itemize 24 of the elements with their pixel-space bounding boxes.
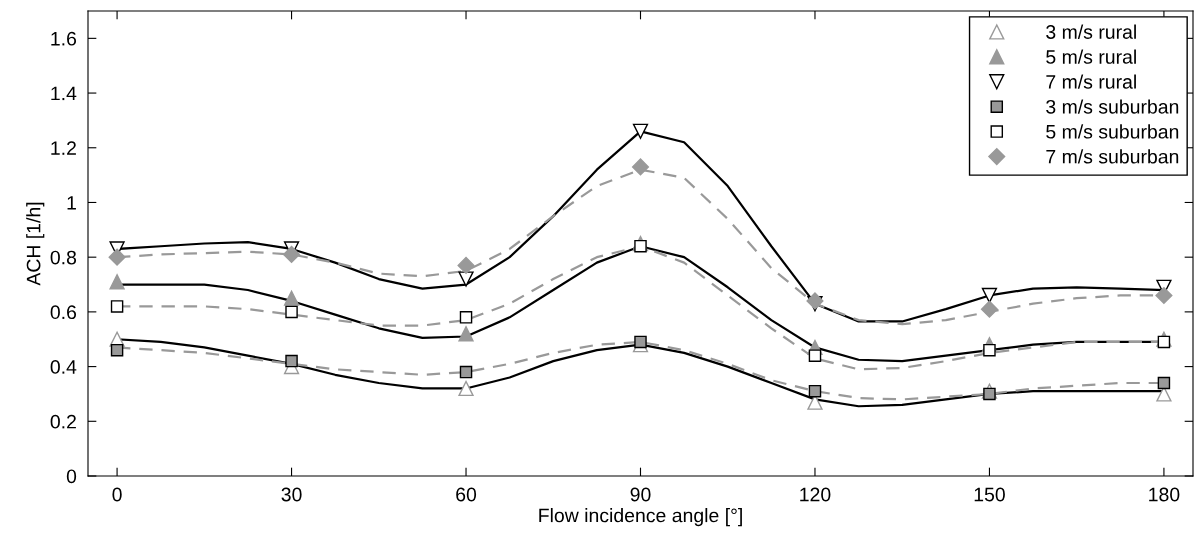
- legend-label: 3 m/s rural: [1046, 24, 1136, 39]
- x-tick-label: 30: [281, 487, 302, 502]
- x-tick-label: 150: [974, 487, 1005, 502]
- x-tick-label: 60: [456, 487, 477, 502]
- y-tick-label: 1: [67, 196, 76, 210]
- x-tick-label: 0: [112, 487, 122, 502]
- y-tick-label: 0: [66, 469, 77, 484]
- y-tick-label: 0.4: [50, 360, 77, 374]
- y-tick-label: 1.2: [51, 141, 76, 155]
- x-tick-label: 120: [800, 487, 831, 502]
- y-tick-label: 0.2: [50, 414, 76, 429]
- x-tick-label: 90: [630, 487, 651, 502]
- y-tick-label: 1.4: [51, 86, 77, 101]
- y-axis-title: ACH [1/h]: [26, 202, 45, 286]
- x-tick-label: 180: [1149, 487, 1180, 502]
- x-axis-title: Flow incidence angle [°]: [539, 508, 742, 527]
- legend-label: 7 m/s rural: [1046, 74, 1136, 89]
- legend-label: 3 m/s suburban: [1046, 99, 1179, 114]
- y-tick-label: 0.8: [50, 250, 77, 265]
- legend-label: 5 m/s suburban: [1046, 124, 1179, 139]
- legend-label: 5 m/s rural: [1046, 49, 1136, 64]
- y-tick-label: 0.6: [50, 305, 77, 320]
- y-tick-label: 1.6: [51, 31, 77, 46]
- legend-label: 7 m/s suburban: [1046, 149, 1179, 164]
